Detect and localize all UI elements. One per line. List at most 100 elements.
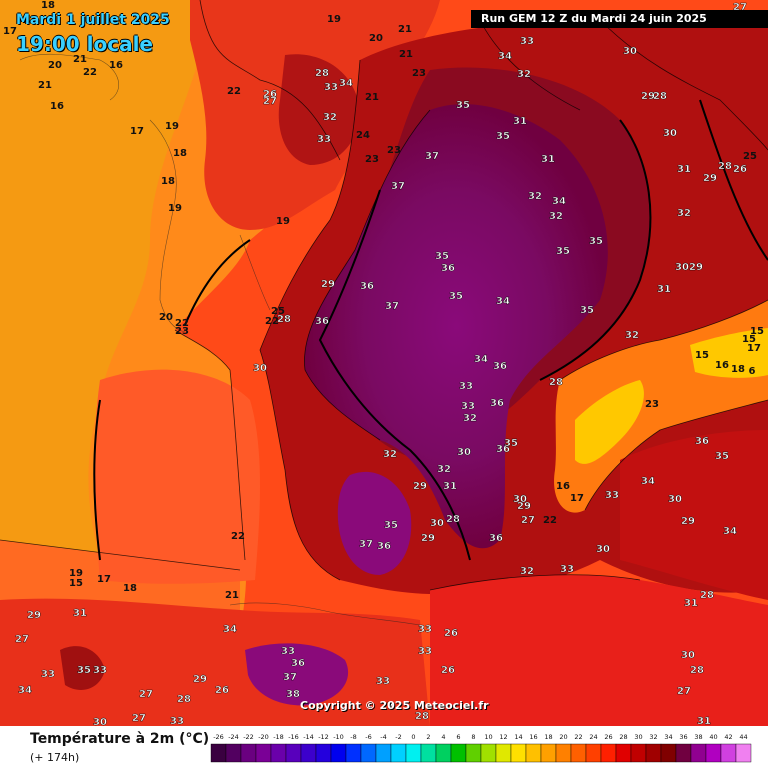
- scale-tick-label: 28: [619, 733, 627, 741]
- temperature-label: 28: [277, 314, 291, 325]
- spain-dark: [60, 646, 105, 690]
- temperature-label: 19: [327, 14, 341, 25]
- scale-tick-label: 36: [679, 733, 687, 741]
- temperature-label: 35: [580, 305, 594, 316]
- scale-swatch: [210, 743, 227, 763]
- color-scale: -26 -24 -22 -20 -18 -16 -14 -12 -10 -8 -6 -4 -2 0 2 4 6 8…: [210, 733, 752, 763]
- scale-swatch: [735, 743, 752, 763]
- temperature-label: 37: [425, 151, 439, 162]
- scale-tick-label: 40: [709, 733, 717, 741]
- temperature-label: 18: [173, 148, 187, 159]
- temperature-label: 35: [504, 438, 518, 449]
- scale-swatch: [675, 743, 692, 763]
- temperature-label: 26: [444, 628, 458, 639]
- temperature-label: 15: [750, 326, 764, 337]
- temperature-label: 31: [697, 716, 711, 726]
- temperature-label: 29: [421, 533, 435, 544]
- scale-tick-label: -2: [395, 733, 401, 741]
- temperature-label: 28: [700, 590, 714, 601]
- temperature-label: 17: [3, 26, 17, 37]
- temperature-label: 35: [77, 665, 91, 676]
- scale-tick-label: -6: [365, 733, 371, 741]
- scale-tick-label: -4: [380, 733, 386, 741]
- temperature-label: 38: [286, 689, 300, 700]
- temperature-label: 36: [493, 361, 507, 372]
- temperature-label: 34: [223, 624, 237, 635]
- scale-swatch: [555, 743, 572, 763]
- north-italy: [620, 430, 768, 600]
- temperature-label: 33: [520, 36, 534, 47]
- spain-purple: [245, 643, 349, 706]
- temperature-label: 37: [359, 539, 373, 550]
- temperature-label: 22: [265, 316, 279, 327]
- temperature-label: 34: [498, 51, 512, 62]
- legend-title: Température à 2m (°C): [30, 731, 210, 747]
- scale-swatch: [495, 743, 512, 763]
- temperature-label: 32: [383, 449, 397, 460]
- temperature-label: 32: [677, 208, 691, 219]
- scale-tick-label: 38: [694, 733, 702, 741]
- temperature-label: 17: [570, 493, 584, 504]
- scale-swatch: [570, 743, 587, 763]
- temperature-label: 29: [689, 262, 703, 273]
- temperature-label: 31: [657, 284, 671, 295]
- scale-swatch: [720, 743, 737, 763]
- scale-swatch: [360, 743, 377, 763]
- scale-swatch: [480, 743, 497, 763]
- temperature-label: 23: [412, 68, 426, 79]
- scale-tick-label: 10: [484, 733, 492, 741]
- temperature-label: 33: [605, 490, 619, 501]
- temperature-label: 29: [193, 674, 207, 685]
- temperature-label: 30: [675, 262, 689, 273]
- temperature-label: 33: [560, 564, 574, 575]
- temperature-label: 32: [323, 112, 337, 123]
- temperature-label: 27: [733, 2, 747, 13]
- temperature-label: 34: [496, 296, 510, 307]
- temperature-label: 16: [50, 101, 64, 112]
- scale-tick-label: 42: [724, 733, 732, 741]
- temperature-label: 34: [552, 196, 566, 207]
- scale-tick-label: -8: [350, 733, 356, 741]
- temperature-label: 33: [317, 134, 331, 145]
- scale-swatch: [255, 743, 272, 763]
- temperature-label: 19: [69, 568, 83, 579]
- scale-tick-label: -20: [258, 733, 269, 741]
- temperature-label: 27: [380, 701, 394, 712]
- temperature-label: 23: [645, 399, 659, 410]
- temperature-label: 15: [695, 350, 709, 361]
- temperature-label: 32: [517, 69, 531, 80]
- temperature-label: 31: [677, 164, 691, 175]
- scale-swatch: [660, 743, 677, 763]
- temperature-label: 34: [18, 685, 32, 696]
- temperature-label: 30: [623, 46, 637, 57]
- temperature-label: 15: [742, 334, 756, 345]
- temperature-label: 16: [109, 60, 123, 71]
- temperature-label: 22: [231, 531, 245, 542]
- scale-tick-label: -24: [228, 733, 239, 741]
- scale-swatch: [420, 743, 437, 763]
- scale-swatch: [405, 743, 422, 763]
- scale-swatch: [585, 743, 602, 763]
- isotherm-contours-bold: [93, 99, 768, 561]
- temperature-label: 35: [384, 520, 398, 531]
- temperature-label: 37: [391, 181, 405, 192]
- temperature-label: 29: [27, 610, 41, 621]
- scale-tick-label: 4: [441, 733, 445, 741]
- temperature-label: 25: [271, 306, 285, 317]
- scale-tick-label: -10: [333, 733, 344, 741]
- temperature-label: 29: [413, 481, 427, 492]
- temperature-label: 28: [549, 377, 563, 388]
- scale-swatch: [225, 743, 242, 763]
- scale-swatch: [315, 743, 332, 763]
- scale-swatch: [285, 743, 302, 763]
- temperature-label: 18: [731, 364, 745, 375]
- temperature-label: 30: [596, 544, 610, 555]
- scale-swatch: [435, 743, 452, 763]
- temperature-label: 36: [489, 533, 503, 544]
- temperature-label: 17: [747, 343, 761, 354]
- scale-swatch: [270, 743, 287, 763]
- scale-swatch: [600, 743, 617, 763]
- heat-core-france: [304, 104, 608, 549]
- temperature-label: 35: [456, 100, 470, 111]
